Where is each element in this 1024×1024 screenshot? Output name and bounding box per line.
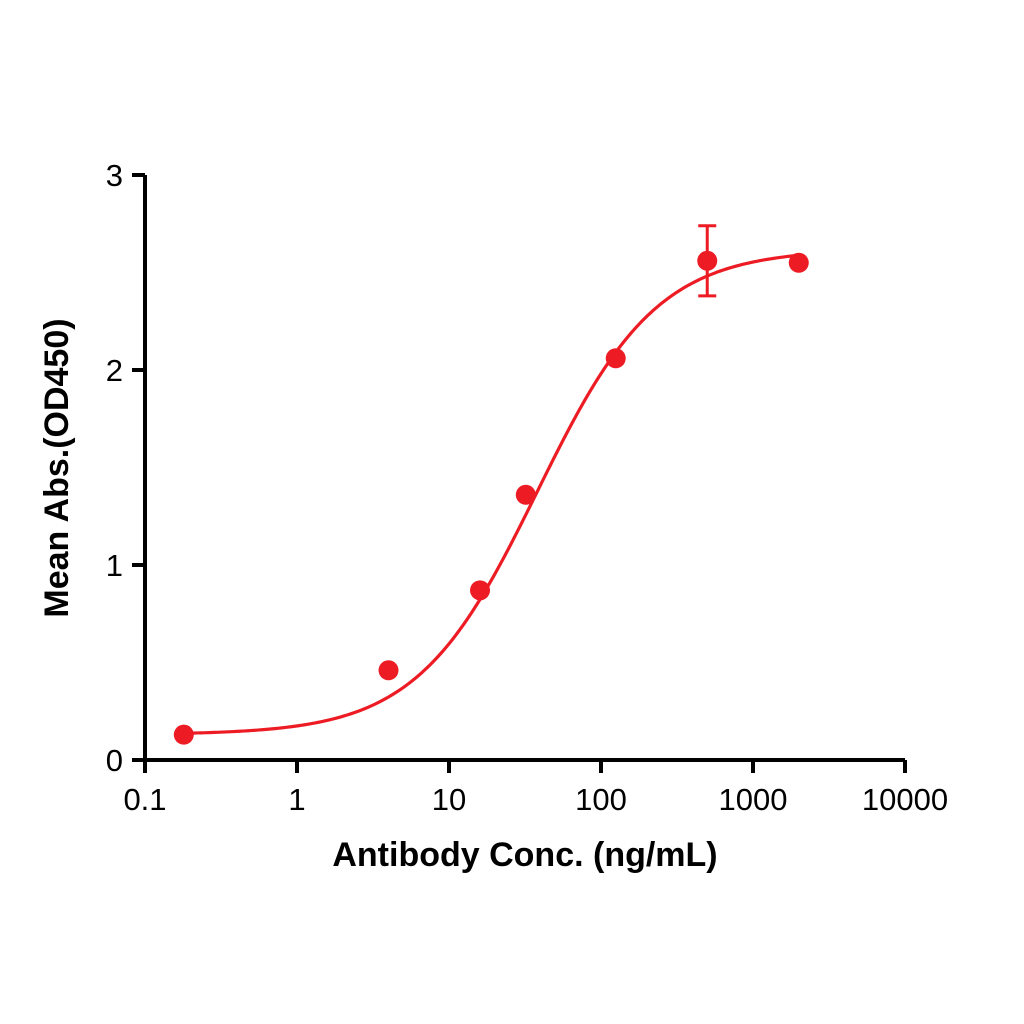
x-tick-label: 1000	[719, 782, 788, 817]
axes	[143, 175, 905, 762]
data-point-marker	[173, 724, 194, 745]
y-tick-label: 0	[106, 743, 123, 778]
x-tick-label: 1	[288, 782, 305, 817]
y-tick-label: 3	[106, 158, 123, 193]
fit-curve	[182, 253, 801, 735]
x-tick-label: 10000	[862, 782, 948, 817]
data-point-marker	[378, 660, 399, 681]
x-axis-title: Antibody Conc. (ng/mL)	[332, 836, 717, 874]
data-points	[173, 250, 809, 745]
y-tick-label: 2	[106, 353, 123, 388]
dose-response-curve	[182, 253, 801, 735]
data-point-marker	[697, 250, 718, 271]
data-point-marker	[470, 580, 491, 601]
data-point-marker	[515, 484, 536, 505]
y-axis-title: Mean Abs.(OD450)	[38, 318, 76, 617]
x-axis-ticks: 0.1 1 10 100 1000 10000	[123, 760, 948, 817]
y-tick-label: 1	[106, 548, 123, 583]
x-tick-label: 0.1	[123, 782, 166, 817]
x-tick-label: 10	[432, 782, 466, 817]
y-axis-ticks: 0 1 2 3	[106, 158, 145, 778]
data-point-marker	[788, 252, 809, 273]
x-tick-label: 100	[575, 782, 627, 817]
data-point-marker	[605, 348, 626, 369]
